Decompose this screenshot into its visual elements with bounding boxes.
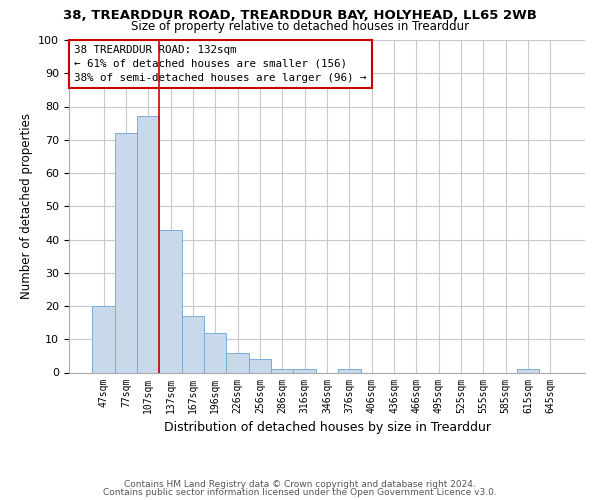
Text: 38, TREARDDUR ROAD, TREARDDUR BAY, HOLYHEAD, LL65 2WB: 38, TREARDDUR ROAD, TREARDDUR BAY, HOLYH… (63, 9, 537, 22)
Bar (182, 316, 204, 372)
Bar (92, 306, 115, 372)
Bar (226, 352, 249, 372)
Text: Contains public sector information licensed under the Open Government Licence v3: Contains public sector information licen… (103, 488, 497, 497)
Y-axis label: Number of detached properties: Number of detached properties (20, 114, 33, 299)
Bar (249, 359, 271, 372)
Text: Size of property relative to detached houses in Trearddur: Size of property relative to detached ho… (131, 20, 469, 33)
Bar (137, 116, 160, 372)
Bar (517, 369, 539, 372)
Bar (204, 332, 226, 372)
X-axis label: Distribution of detached houses by size in Trearddur: Distribution of detached houses by size … (163, 421, 491, 434)
Text: Contains HM Land Registry data © Crown copyright and database right 2024.: Contains HM Land Registry data © Crown c… (124, 480, 476, 489)
Bar (338, 369, 361, 372)
Bar (293, 369, 316, 372)
Bar (271, 369, 293, 372)
Text: 38 TREARDDUR ROAD: 132sqm
← 61% of detached houses are smaller (156)
38% of semi: 38 TREARDDUR ROAD: 132sqm ← 61% of detac… (74, 45, 367, 83)
Bar (160, 230, 182, 372)
Bar (115, 133, 137, 372)
